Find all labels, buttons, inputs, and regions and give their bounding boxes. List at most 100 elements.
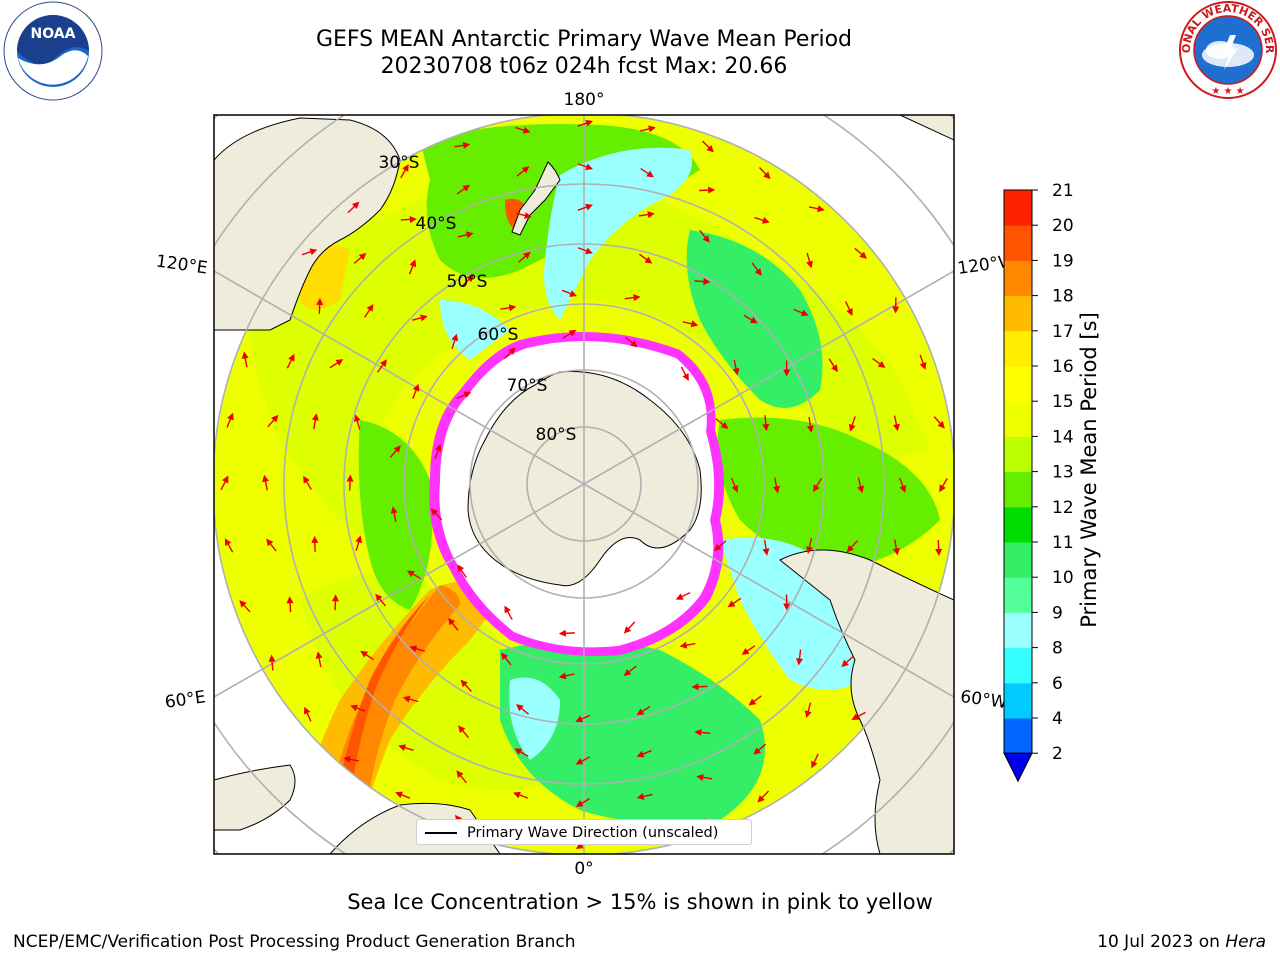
- lat-label-40s: 40°S: [416, 214, 457, 234]
- wave-arrow-head: [811, 760, 818, 769]
- wave-arrow-head: [355, 535, 363, 544]
- wave-arrow-head: [646, 170, 654, 178]
- colorbar-tick-label: 10: [1052, 568, 1074, 588]
- lat-label-70s: 70°S: [507, 376, 548, 396]
- colorbar-tick-label: 19: [1052, 251, 1074, 271]
- wave-arrow-head: [804, 710, 812, 719]
- wave-arrow-head: [239, 600, 247, 608]
- wave-arrow-head: [636, 708, 645, 716]
- wave-arrow-head: [859, 251, 867, 259]
- colorbar-tick-label: 9: [1052, 603, 1063, 623]
- wave-arrow-head: [516, 704, 524, 712]
- wave-arrow-head: [457, 564, 465, 573]
- wave-arrow-head: [623, 668, 632, 677]
- wave-arrow-head: [402, 163, 409, 172]
- wave-arrow-head: [398, 744, 406, 752]
- wave-arrow-head: [409, 215, 417, 223]
- wave-arrow-head: [331, 594, 339, 602]
- wave-arrow-head: [521, 166, 530, 174]
- wave-arrow-head: [568, 329, 577, 337]
- wave-arrow-head: [846, 308, 853, 316]
- wave-arrow-head: [465, 231, 474, 239]
- wave-arrow-head: [466, 274, 474, 283]
- wave-arrow-head: [311, 535, 319, 544]
- colorbar-tick-label: 17: [1052, 322, 1074, 342]
- wave-arrow-head: [393, 445, 401, 453]
- wave-arrow-head: [224, 538, 232, 547]
- wave-arrow-head: [831, 364, 838, 373]
- colorbar-segment: [1004, 401, 1032, 437]
- colorbar-tick-label: 15: [1052, 392, 1074, 412]
- colorbar-tick-label: 2: [1052, 744, 1063, 764]
- wave-arrow-head: [353, 414, 361, 423]
- colorbar: 2 4 6 8 9 10 11 12 13 14 15 16 17 18 19 20 21 Primary Wa…: [1003, 181, 1101, 783]
- wave-arrow-head: [841, 659, 849, 667]
- wave-arrow-head: [690, 320, 699, 328]
- wave-arrow-head: [402, 695, 411, 703]
- wave-arrow-head: [939, 484, 946, 493]
- colorbar-segment: [1004, 577, 1032, 613]
- colorbar-segment: [1004, 506, 1032, 543]
- wave-arrow-head: [636, 750, 645, 758]
- wave-arrow-head: [761, 217, 770, 224]
- colorbar-segment: [1004, 366, 1032, 402]
- wave-arrow-head: [800, 309, 809, 317]
- wave-arrow-head: [303, 475, 310, 484]
- wave-arrow-head: [395, 791, 403, 799]
- wave-arrow-head: [360, 650, 369, 658]
- wave-arrow-head: [731, 484, 739, 493]
- wave-arrow-head: [508, 304, 517, 312]
- wave-arrow-head: [504, 605, 511, 614]
- lon-label-120e: 120°E: [155, 252, 209, 279]
- wave-arrow-head: [288, 353, 295, 362]
- wave-arrow-head: [806, 425, 814, 433]
- colorbar-segment: [1004, 682, 1032, 719]
- wave-arrow-head: [846, 544, 854, 553]
- wave-arrow-head: [522, 126, 531, 134]
- wave-arrow-head: [762, 548, 770, 556]
- wave-arrow-head: [892, 547, 900, 556]
- legend-line-swatch: [425, 832, 457, 834]
- colorbar-segment: [1004, 295, 1032, 332]
- wave-arrow-head: [304, 706, 311, 715]
- wave-arrow-head: [636, 793, 645, 800]
- wave-arrow-head: [817, 205, 825, 213]
- wave-arrow-head: [514, 748, 523, 755]
- colorbar-tick-label: 11: [1052, 533, 1074, 553]
- map-legend: Primary Wave Direction (unscaled): [416, 819, 752, 845]
- wave-arrow-head: [420, 314, 428, 322]
- wave-arrow-head: [434, 443, 442, 452]
- colorbar-tick-label: 20: [1052, 216, 1074, 236]
- wave-arrow-head: [346, 474, 354, 482]
- map-frame: [213, 114, 955, 855]
- wave-arrow-head: [266, 538, 274, 547]
- wave-arrow-head: [720, 421, 729, 430]
- wave-arrow-head: [222, 475, 229, 484]
- lat-label-80s: 80°S: [536, 425, 577, 445]
- wave-arrow-head: [262, 474, 269, 483]
- wave-arrow-head: [682, 373, 689, 381]
- new-zealand-landmass: [511, 161, 561, 236]
- colorbar-segment: [1004, 471, 1032, 508]
- wave-arrow-head: [675, 593, 684, 600]
- wave-arrow-head: [460, 679, 468, 688]
- lon-label-180: 180°: [564, 90, 605, 110]
- wave-arrow-head: [757, 795, 765, 803]
- colorbar-tick-label: 6: [1052, 674, 1063, 694]
- colorbar-label: Primary Wave Mean Period [s]: [1077, 312, 1101, 628]
- wave-arrow-head: [796, 658, 803, 666]
- wave-arrow-head: [513, 791, 521, 799]
- wave-arrow-head: [727, 600, 736, 608]
- australia-landmass: [214, 117, 401, 331]
- wave-arrow-head: [748, 698, 757, 706]
- wave-arrow-head: [390, 506, 398, 514]
- colorbar-tick-label: 16: [1052, 357, 1074, 377]
- wave-arrow-head: [753, 747, 762, 755]
- legend-label: Primary Wave Direction (unscaled): [467, 825, 719, 841]
- svg-text:★ ★ ★: ★ ★ ★: [1211, 86, 1244, 97]
- wave-arrow-head: [241, 351, 249, 360]
- wave-arrow-head: [623, 626, 632, 634]
- wave-arrow-head: [315, 651, 323, 659]
- wave-arrow-head: [754, 268, 762, 276]
- wave-arrow-head: [463, 391, 472, 398]
